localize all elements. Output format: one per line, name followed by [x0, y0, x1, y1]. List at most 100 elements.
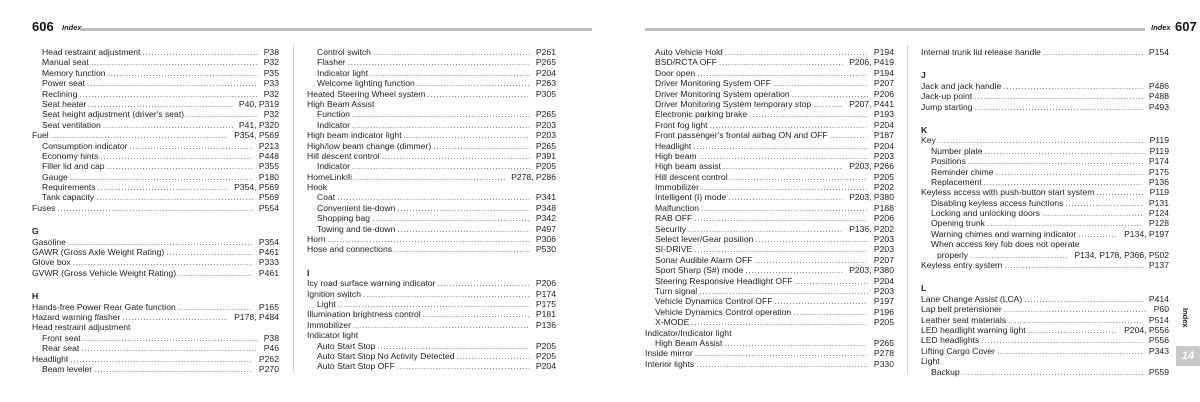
page-reference[interactable]: P265: [535, 140, 556, 151]
page-reference[interactable]: P342: [535, 213, 556, 224]
page-reference[interactable]: P134, P197: [1124, 228, 1169, 239]
page-reference[interactable]: P554: [258, 202, 279, 213]
page-reference[interactable]: [1165, 239, 1169, 249]
page-reference[interactable]: P261: [535, 47, 556, 57]
page-reference[interactable]: P204: [873, 119, 894, 130]
page-reference[interactable]: P354: [258, 236, 279, 247]
page-reference[interactable]: P354, P569: [234, 130, 279, 141]
page-reference[interactable]: P265: [873, 337, 894, 348]
page-reference[interactable]: P178, P484: [234, 311, 279, 322]
page-reference[interactable]: P180: [258, 171, 279, 182]
page-reference[interactable]: P35: [263, 67, 279, 78]
page-reference[interactable]: P207, P441: [849, 98, 894, 109]
page-reference[interactable]: P131: [1148, 197, 1169, 208]
page-reference[interactable]: P263: [535, 78, 556, 89]
page-reference[interactable]: [1165, 356, 1169, 366]
page-reference[interactable]: P203: [535, 119, 556, 130]
page-reference[interactable]: P204: [873, 140, 894, 151]
page-reference[interactable]: P194: [873, 67, 894, 78]
page-reference[interactable]: P187: [873, 130, 894, 141]
page-reference[interactable]: P175: [1148, 166, 1169, 177]
page-reference[interactable]: P204: [535, 361, 556, 372]
page-reference[interactable]: P128: [1148, 218, 1169, 229]
page-reference[interactable]: P205: [535, 340, 556, 351]
page-reference[interactable]: P119: [1149, 187, 1169, 198]
page-reference[interactable]: P448: [258, 150, 279, 161]
page-reference[interactable]: P136, P202: [849, 223, 894, 234]
page-reference[interactable]: P348: [535, 202, 556, 213]
page-reference[interactable]: P203: [535, 130, 556, 141]
page-reference[interactable]: P278: [873, 348, 894, 359]
page-reference[interactable]: P136: [1148, 176, 1169, 187]
page-reference[interactable]: P119: [1149, 135, 1169, 146]
page-reference[interactable]: P203, P380: [849, 265, 894, 276]
page-reference[interactable]: P354, P569: [234, 182, 279, 193]
page-reference[interactable]: P341: [535, 192, 556, 203]
page-reference[interactable]: P391: [535, 150, 556, 161]
page-reference[interactable]: P355: [258, 161, 279, 172]
page-reference[interactable]: P124: [1148, 208, 1169, 219]
page-reference[interactable]: P136: [535, 319, 556, 330]
page-reference[interactable]: P197: [873, 296, 894, 307]
page-reference[interactable]: P203, P380: [849, 192, 894, 203]
page-reference[interactable]: P278, P286: [511, 171, 556, 182]
page-reference[interactable]: P203: [873, 244, 894, 255]
page-reference[interactable]: P203: [873, 285, 894, 296]
page-reference[interactable]: P154: [1148, 47, 1169, 57]
page-reference[interactable]: P206, P419: [849, 57, 894, 68]
page-reference[interactable]: P38: [263, 332, 279, 343]
page-reference[interactable]: P174: [535, 288, 556, 299]
page-reference[interactable]: P32: [263, 109, 279, 120]
page-reference[interactable]: P32: [263, 57, 279, 68]
page-reference[interactable]: P181: [535, 309, 556, 320]
page-reference[interactable]: P205: [535, 161, 556, 172]
page-reference[interactable]: P207: [873, 78, 894, 89]
page-reference[interactable]: P202: [873, 182, 894, 193]
page-reference[interactable]: P203: [873, 234, 894, 245]
page-reference[interactable]: P270: [258, 363, 279, 374]
page-reference[interactable]: P265: [535, 57, 556, 68]
page-reference[interactable]: P207: [873, 254, 894, 265]
page-reference[interactable]: P206: [535, 278, 556, 289]
page-reference[interactable]: P514: [1148, 314, 1169, 325]
page-reference[interactable]: P41, P320: [238, 119, 279, 130]
page-reference[interactable]: P488: [1148, 91, 1169, 102]
page-reference[interactable]: P204, P556: [1124, 324, 1169, 335]
page-reference[interactable]: P204: [873, 275, 894, 286]
page-reference[interactable]: P203, P266: [849, 161, 894, 172]
page-reference[interactable]: P493: [1148, 101, 1169, 112]
page-reference[interactable]: P497: [535, 223, 556, 234]
page-reference[interactable]: P569: [258, 192, 279, 203]
page-reference[interactable]: P414: [1148, 293, 1169, 304]
page-reference[interactable]: P33: [263, 78, 279, 89]
page-reference[interactable]: P165: [258, 301, 279, 312]
page-reference[interactable]: P306: [535, 234, 556, 245]
page-reference[interactable]: P188: [873, 202, 894, 213]
page-reference[interactable]: P205: [873, 317, 894, 328]
page-reference[interactable]: P205: [873, 171, 894, 182]
page-reference[interactable]: P134, P178, P366, P502: [1074, 249, 1169, 260]
page-reference[interactable]: P461: [258, 247, 279, 258]
page-reference[interactable]: P265: [535, 109, 556, 120]
page-reference[interactable]: [552, 99, 556, 109]
page-reference[interactable]: P194: [873, 47, 894, 57]
page-reference[interactable]: P330: [873, 358, 894, 369]
page-reference[interactable]: P530: [535, 244, 556, 255]
page-reference[interactable]: P556: [1148, 335, 1169, 346]
page-reference[interactable]: P333: [258, 257, 279, 268]
page-reference[interactable]: P175: [535, 298, 556, 309]
page-reference[interactable]: P486: [1148, 80, 1169, 91]
page-reference[interactable]: P196: [873, 306, 894, 317]
page-reference[interactable]: P46: [263, 343, 279, 354]
page-reference[interactable]: P205: [535, 350, 556, 361]
page-reference[interactable]: P193: [873, 109, 894, 120]
page-reference[interactable]: P559: [1148, 366, 1169, 377]
page-reference[interactable]: [275, 322, 279, 332]
page-reference[interactable]: P204: [535, 67, 556, 78]
page-reference[interactable]: P305: [535, 88, 556, 99]
page-reference[interactable]: P119: [1149, 145, 1169, 156]
page-reference[interactable]: [552, 330, 556, 340]
page-reference[interactable]: P60: [1153, 304, 1169, 315]
page-reference[interactable]: P213: [258, 140, 279, 151]
page-reference[interactable]: P174: [1148, 156, 1169, 167]
